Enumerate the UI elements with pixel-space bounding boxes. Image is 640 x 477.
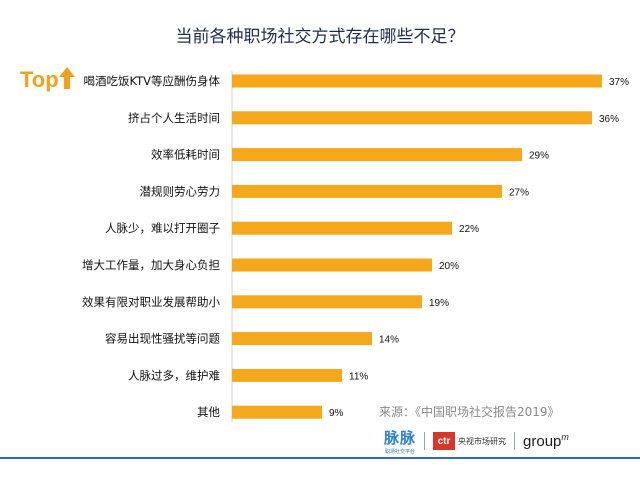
category-label: 效率低耗时间 (151, 148, 220, 162)
data-label: 22% (459, 224, 479, 235)
category-label: 喝酒吃饭KTV等应酬伤身体 (83, 74, 220, 88)
category-label: 增大工作量，加大身心负担 (82, 258, 220, 272)
bar (232, 221, 452, 235)
bar (232, 405, 322, 419)
bar (232, 258, 432, 272)
data-label: 9% (329, 408, 344, 419)
bar (232, 295, 422, 309)
data-label: 20% (439, 261, 459, 272)
data-label: 29% (529, 151, 549, 162)
data-label: 19% (429, 298, 449, 309)
source-note: 来源：《中国职场社交报告2019》 (379, 405, 560, 419)
bar (232, 111, 592, 125)
up-arrow-icon (59, 67, 75, 89)
bar (232, 74, 602, 88)
bar (232, 368, 342, 382)
data-label: 11% (349, 371, 368, 382)
category-label: 其他 (197, 405, 220, 419)
groupm-logo: groupm (523, 432, 569, 450)
category-label: 容易出现性骚扰等问题 (105, 332, 220, 346)
partner-logos: 脉脉 职场社交平台 ctr 央视市场研究 groupm (384, 428, 569, 455)
bar (232, 332, 372, 346)
logo-divider (424, 432, 426, 450)
data-label: 14% (379, 335, 399, 346)
ctr-logo: ctr (433, 432, 456, 450)
data-label: 36% (599, 114, 619, 125)
data-label: 27% (509, 187, 529, 198)
data-label: 37% (609, 77, 629, 88)
category-label: 效果有限对职业发展帮助小 (82, 295, 220, 309)
category-label: 潜规则劳心劳力 (140, 184, 221, 198)
ctr-name: 央视市场研究 (458, 436, 507, 446)
chart-title: 当前各种职场社交方式存在哪些不足？ (175, 27, 465, 47)
top-badge: Top (20, 67, 59, 92)
category-label: 人脉少，难以打开圈子 (105, 221, 220, 235)
category-label: 挤占个人生活时间 (128, 111, 220, 125)
bar (232, 148, 522, 162)
bar (232, 184, 502, 198)
category-label: 人脉过多，维护难 (128, 368, 220, 382)
maimai-logo: 脉脉 职场社交平台 (384, 429, 417, 455)
bottom-rule (0, 457, 640, 459)
logo-divider (514, 432, 516, 450)
